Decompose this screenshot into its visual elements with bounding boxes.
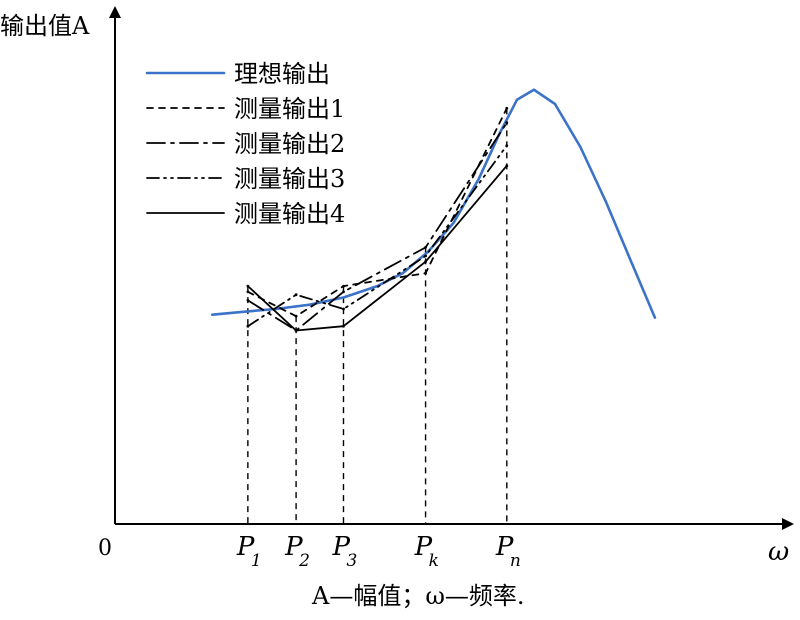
series-point-3-4	[424, 246, 427, 249]
x-tick-main-5: P	[495, 532, 514, 562]
origin-label: 0	[98, 536, 112, 561]
x-tick-5: Pn	[495, 532, 521, 571]
series-point-5-2	[294, 329, 298, 332]
x-tick-main-3: P	[331, 532, 350, 562]
series-point-5-4	[424, 260, 427, 264]
series-point-2-1	[246, 290, 250, 294]
x-tick-1: P1	[236, 532, 262, 571]
legend-label-1: 理想输出	[234, 60, 330, 88]
series-point-5-1	[246, 284, 250, 288]
series-line-3	[247, 121, 508, 332]
x-tick-sub-3: 3	[346, 551, 357, 571]
series-point-2-2	[294, 314, 298, 318]
series-point-4-2	[294, 293, 298, 297]
legend-label-3: 测量输出2	[234, 130, 345, 158]
series-point-2-4	[424, 271, 427, 275]
caption: A—幅值；ω—频率.	[311, 582, 525, 610]
tick-guides	[247, 108, 508, 524]
series-point-4-1	[246, 324, 250, 328]
x-tick-3: P3	[331, 532, 357, 571]
series-point-5-5	[505, 164, 509, 168]
series-layer	[211, 88, 657, 332]
x-tick-sub-1: 1	[251, 551, 262, 571]
y-axis-label: 输出值A	[0, 12, 90, 40]
x-tick-sub-4: k	[429, 551, 439, 571]
x-tick-sub-5: n	[510, 551, 521, 571]
series-point-2-5	[505, 106, 509, 110]
series-point-3-1	[246, 299, 250, 302]
series-point-3-3	[342, 290, 345, 294]
series-point-3-5	[505, 121, 509, 125]
x-tick-2: P2	[284, 532, 310, 571]
series-point-4-4	[424, 254, 427, 258]
legend-label-5: 测量输出4	[234, 200, 345, 228]
legend-label-4: 测量输出3	[234, 165, 345, 193]
x-tick-main-4: P	[414, 532, 433, 562]
legend-label-2: 测量输出1	[234, 95, 345, 123]
series-point-2-3	[342, 284, 345, 288]
axis-labels: 输出值A ω 0	[0, 12, 789, 567]
x-tick-labels: P1 P2 P3 Pk Pn	[236, 532, 521, 571]
x-tick-main-1: P	[236, 532, 255, 562]
series-point-5-3	[342, 324, 345, 328]
series-point-4-5	[505, 144, 509, 148]
series-point-4-3	[342, 307, 345, 311]
x-tick-4: Pk	[414, 532, 439, 571]
series-line-4	[247, 144, 508, 328]
x-tick-sub-2: 2	[298, 551, 310, 571]
axes	[109, 6, 794, 530]
x-tick-main-2: P	[284, 532, 303, 562]
x-axis-label: ω	[768, 537, 789, 567]
